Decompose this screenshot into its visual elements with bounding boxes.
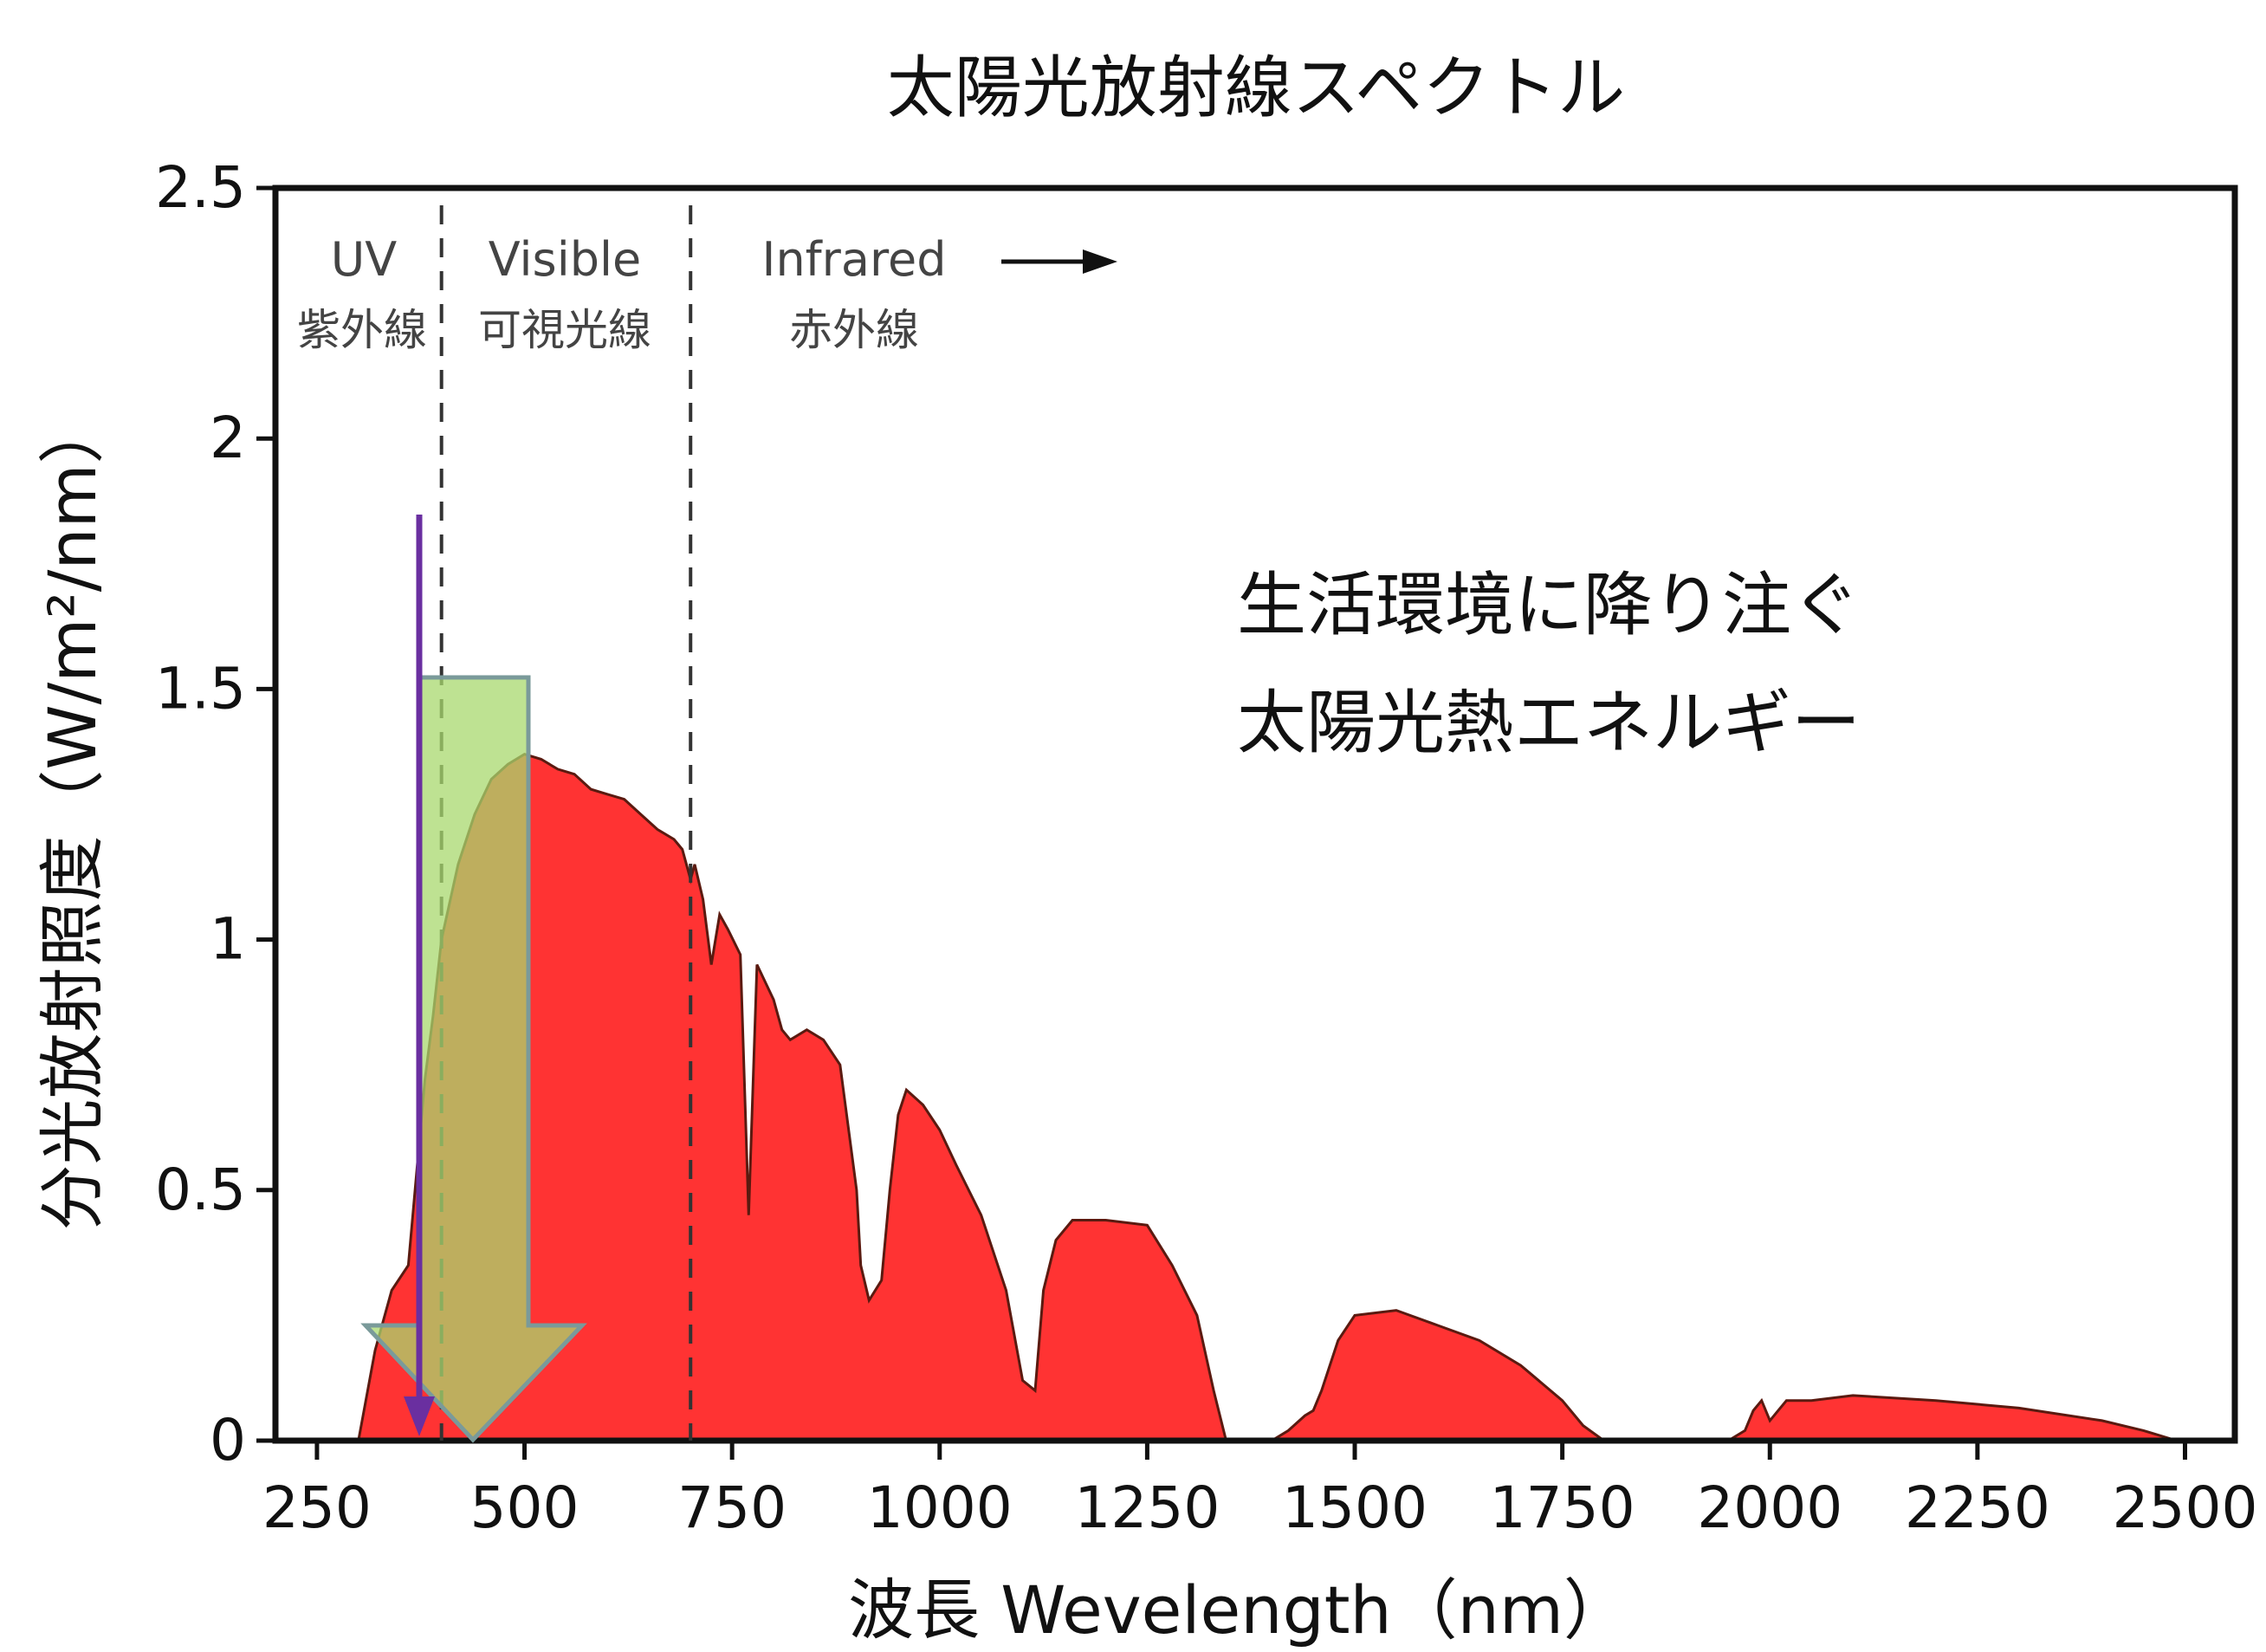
x-axis: 250 500 750 1000 1250 1500 1750 2000 2250 2500 bbox=[262, 1441, 2258, 1541]
y-tick-label: 2.5 bbox=[155, 154, 246, 221]
x-tick-label: 2500 bbox=[2113, 1474, 2258, 1541]
spectrum-series-area bbox=[356, 752, 2178, 1442]
region-label-infrared-en: Infrared bbox=[762, 232, 947, 287]
x-tick-label: 2250 bbox=[1905, 1474, 2050, 1541]
x-tick-label: 1250 bbox=[1074, 1474, 1220, 1541]
y-tick-label: 2 bbox=[210, 405, 246, 471]
x-tick-label: 2000 bbox=[1697, 1474, 1842, 1541]
region-label-visible-en: Visible bbox=[489, 232, 641, 287]
x-tick-label: 1000 bbox=[867, 1474, 1013, 1541]
annotation-line-2: 太陽光熱エネルギー bbox=[1237, 683, 1861, 763]
y-tick-label: 0 bbox=[210, 1407, 246, 1474]
region-label-infrared-ja: 赤外線 bbox=[789, 305, 919, 355]
spectrum-area bbox=[356, 752, 2178, 1442]
y-tick-label: 0.5 bbox=[155, 1156, 246, 1223]
x-axis-label: 波長 Wevelength（nm） bbox=[848, 1571, 1629, 1649]
region-label-uv-en: UV bbox=[331, 232, 398, 287]
y-tick-label: 1 bbox=[210, 906, 246, 973]
region-label-uv-ja: 紫外線 bbox=[297, 305, 427, 355]
uv-thin-down-arrow-icon bbox=[404, 515, 435, 1436]
y-tick-label: 1.5 bbox=[155, 655, 246, 722]
x-tick-label: 250 bbox=[262, 1474, 372, 1541]
x-tick-label: 1750 bbox=[1490, 1474, 1635, 1541]
chart-title: 太陽光放射線スペクトル bbox=[887, 49, 1626, 127]
annotation-line-1: 生活環境に降り注ぐ bbox=[1237, 565, 1861, 645]
plot-frame bbox=[272, 185, 2238, 1444]
y-axis-label: 分光放射照度（W/m²/nm） bbox=[34, 398, 111, 1230]
y-axis: 0 0.5 1 1.5 2 2.5 bbox=[155, 154, 275, 1474]
x-tick-label: 1500 bbox=[1282, 1474, 1428, 1541]
region-label-visible-ja: 可視光線 bbox=[478, 305, 651, 355]
infrared-right-arrow-icon bbox=[1001, 249, 1117, 274]
x-tick-label: 500 bbox=[470, 1474, 579, 1541]
x-tick-label: 750 bbox=[677, 1474, 787, 1541]
